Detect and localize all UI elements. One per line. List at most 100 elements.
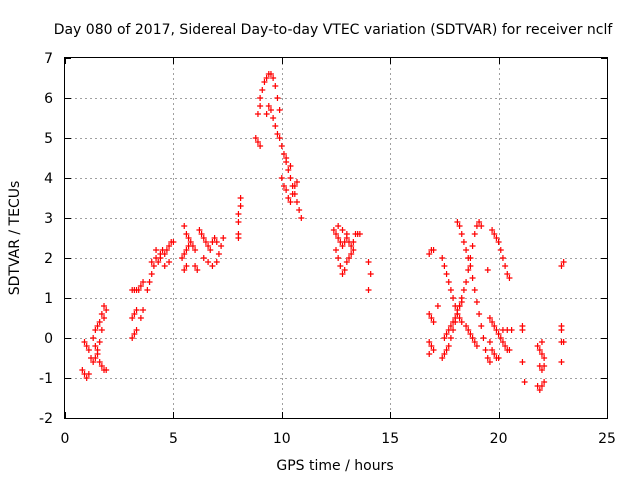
data-point	[339, 227, 346, 233]
data-point	[254, 139, 261, 145]
data-point	[506, 347, 513, 353]
data-point	[445, 279, 452, 285]
data-point	[484, 267, 491, 273]
data-point	[465, 327, 472, 333]
data-point	[254, 111, 261, 117]
data-point	[96, 339, 103, 345]
data-point	[94, 323, 101, 329]
data-point	[339, 243, 346, 249]
data-point	[454, 219, 461, 225]
data-point	[181, 223, 188, 229]
data-point	[166, 259, 173, 265]
data-point	[183, 263, 190, 269]
data-point	[235, 235, 242, 241]
data-point	[287, 175, 294, 181]
data-point	[235, 219, 242, 225]
data-point	[135, 287, 142, 293]
data-point	[471, 231, 478, 237]
data-point	[181, 267, 188, 273]
data-point	[140, 307, 147, 313]
data-point	[211, 235, 218, 241]
data-point	[213, 239, 220, 245]
data-point	[183, 231, 190, 237]
data-point	[558, 359, 565, 365]
data-point	[346, 255, 353, 261]
data-point	[276, 135, 283, 141]
data-point	[183, 247, 190, 253]
data-point	[538, 351, 545, 357]
data-point	[96, 359, 103, 365]
data-point	[200, 235, 207, 241]
data-point	[272, 123, 279, 129]
data-point	[103, 307, 110, 313]
data-point	[538, 339, 545, 345]
data-point	[335, 223, 342, 229]
data-point	[155, 259, 162, 265]
data-point	[486, 359, 493, 365]
data-point	[133, 327, 140, 333]
data-point	[441, 335, 448, 341]
data-point	[480, 335, 487, 341]
data-point	[285, 195, 292, 201]
x-tick-label: 0	[61, 431, 70, 447]
data-point	[335, 235, 342, 241]
data-point	[497, 335, 504, 341]
data-point	[265, 103, 272, 109]
data-point	[493, 327, 500, 333]
data-point	[348, 251, 355, 257]
data-point	[92, 343, 99, 349]
data-point	[486, 339, 493, 345]
data-point	[207, 247, 214, 253]
data-point	[185, 235, 192, 241]
data-point	[272, 83, 279, 89]
data-point	[426, 339, 433, 345]
data-point	[465, 255, 472, 261]
data-point	[450, 319, 457, 325]
data-point	[558, 263, 565, 269]
y-tick-label: 3	[44, 211, 53, 227]
data-point	[257, 103, 264, 109]
data-point	[96, 319, 103, 325]
data-point	[257, 143, 264, 149]
data-point	[83, 343, 90, 349]
x-tick-label: 5	[169, 431, 178, 447]
data-point	[192, 263, 199, 269]
data-point	[94, 351, 101, 357]
data-point	[495, 355, 502, 361]
data-point	[519, 327, 526, 333]
data-point	[161, 263, 168, 269]
data-point	[270, 75, 277, 81]
data-point	[445, 343, 452, 349]
data-point	[257, 95, 264, 101]
data-point	[101, 303, 108, 309]
data-point	[90, 359, 97, 365]
data-point	[287, 163, 294, 169]
data-point	[471, 339, 478, 345]
data-point	[79, 367, 86, 373]
data-point	[486, 315, 493, 321]
data-point	[267, 71, 274, 77]
data-point	[343, 259, 350, 265]
data-point	[259, 87, 266, 93]
data-point	[502, 263, 509, 269]
data-point	[469, 335, 476, 341]
data-point	[189, 243, 196, 249]
data-point	[237, 203, 244, 209]
data-point	[541, 355, 548, 361]
data-point	[471, 287, 478, 293]
data-point	[521, 379, 528, 385]
data-point	[148, 259, 155, 265]
chart-title: Day 080 of 2017, Sidereal Day-to-day VTE…	[54, 22, 614, 38]
data-point	[274, 131, 281, 137]
data-point	[267, 107, 274, 113]
data-point	[463, 323, 470, 329]
data-point	[476, 311, 483, 317]
data-point	[166, 243, 173, 249]
data-point	[445, 327, 452, 333]
data-point	[283, 155, 290, 161]
data-point	[131, 331, 138, 337]
data-point	[560, 339, 567, 345]
data-point	[473, 343, 480, 349]
data-point	[131, 311, 138, 317]
data-point	[499, 339, 506, 345]
